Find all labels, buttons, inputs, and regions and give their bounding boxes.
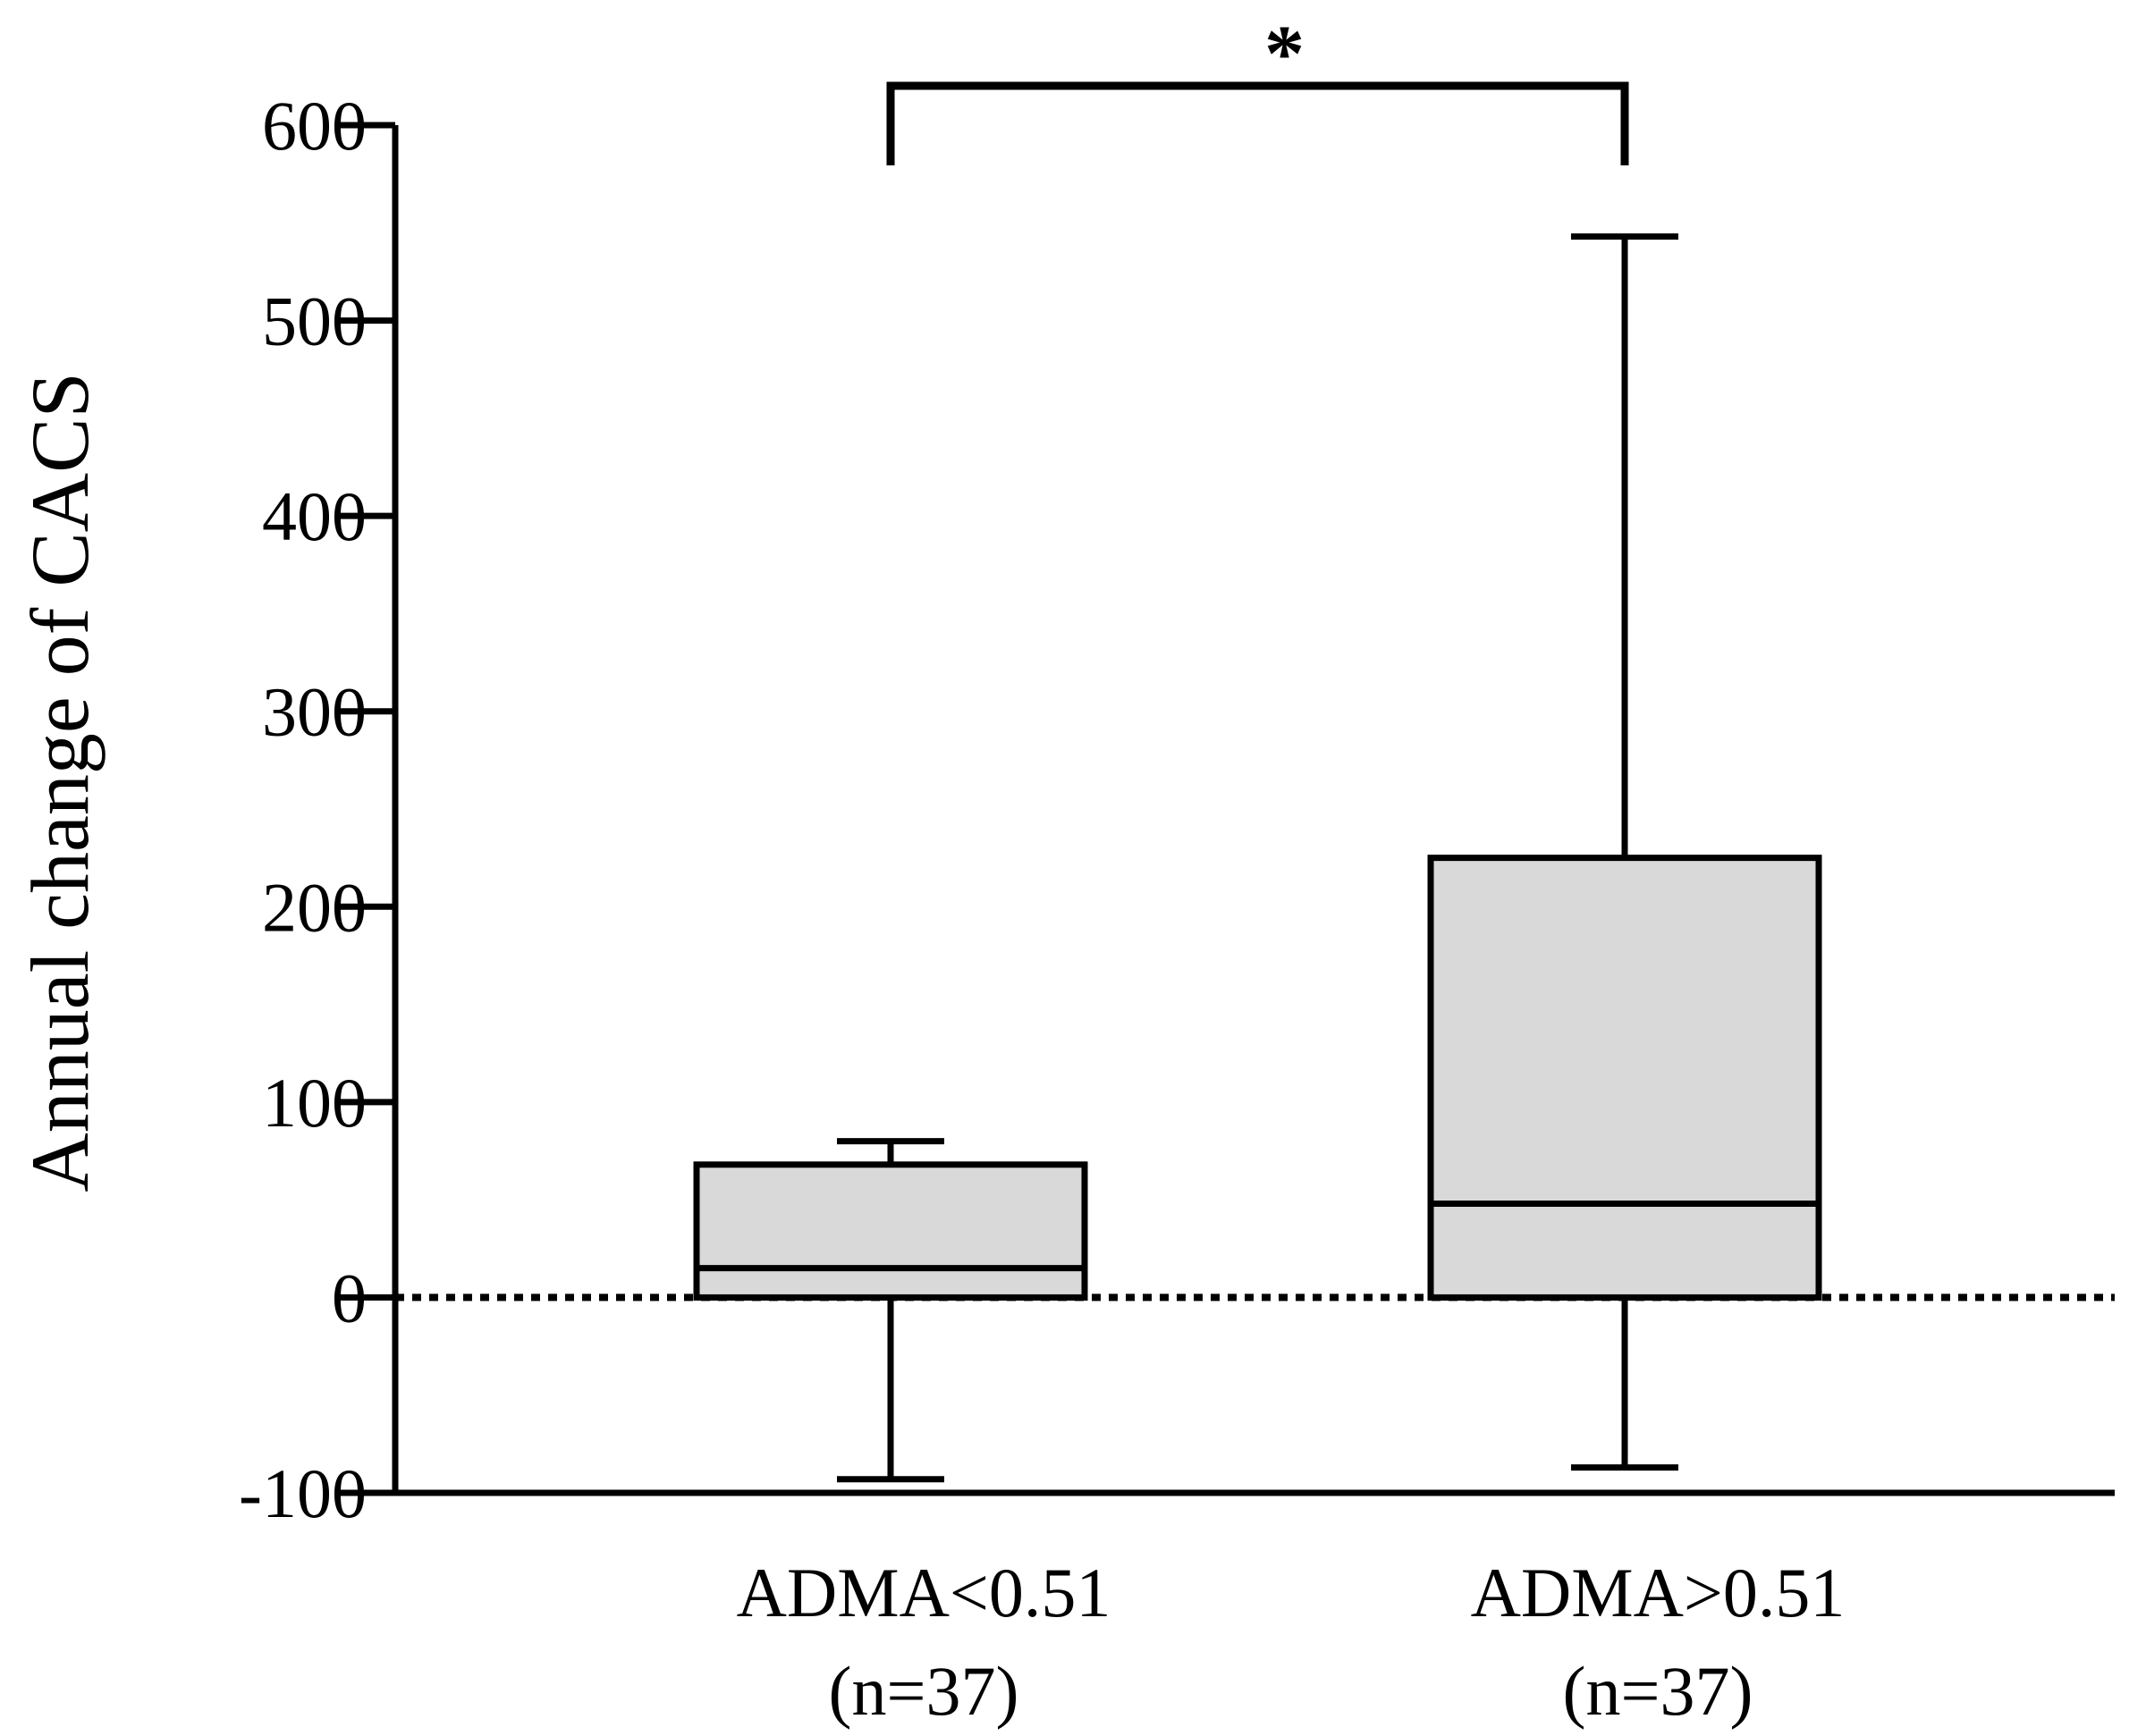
y-tick-label-600: 600 — [262, 87, 367, 164]
significance-bracket — [886, 81, 1629, 165]
y-tick-label-200: 200 — [262, 868, 367, 946]
box-iqr-2 — [1427, 855, 1822, 1301]
box-group-1 — [693, 1138, 1088, 1483]
y-tick-label-100: 100 — [262, 1064, 367, 1142]
significance-star: * — [1264, 10, 1305, 98]
category-sample-size-2: (n=37) — [1563, 1652, 1753, 1730]
y-tick-label--100: -100 — [239, 1454, 367, 1532]
boxes-group — [693, 233, 1822, 1483]
category-label-1: ADMA<0.51 — [737, 1554, 1111, 1631]
y-tick-label-0: 0 — [332, 1259, 367, 1336]
box-group-2 — [1427, 233, 1822, 1471]
y-axis-title: Annual change of CACS — [14, 372, 106, 1192]
category-label-2: ADMA>0.51 — [1471, 1554, 1846, 1631]
axes: -100 0 100 200 300 400 500 600 — [239, 87, 2115, 1532]
y-tick-label-300: 300 — [262, 673, 367, 751]
y-tick-label-500: 500 — [262, 282, 367, 360]
category-sample-size-1: (n=37) — [829, 1652, 1019, 1730]
labels-group: ADMA<0.51 (n=37) ADMA>0.51 (n=37) * — [737, 10, 1846, 1730]
box-iqr-1 — [693, 1161, 1088, 1301]
y-tick-label-400: 400 — [262, 477, 367, 555]
